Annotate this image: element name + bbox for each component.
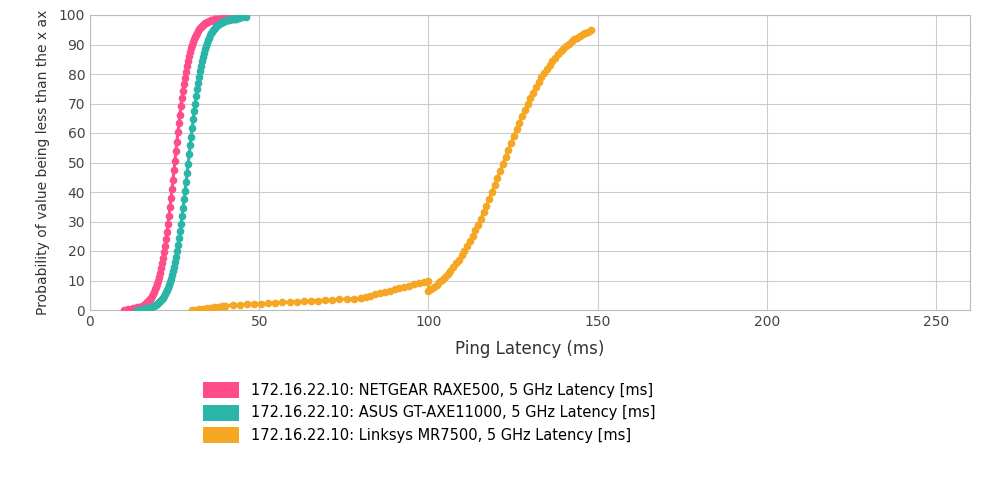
Legend: 172.16.22.10: NETGEAR RAXE500, 5 GHz Latency [ms], 172.16.22.10: ASUS GT-AXE1100: 172.16.22.10: NETGEAR RAXE500, 5 GHz Lat… [203,382,656,443]
Y-axis label: Probability of value being less than the x ax: Probability of value being less than the… [36,10,50,315]
X-axis label: Ping Latency (ms): Ping Latency (ms) [455,340,605,358]
